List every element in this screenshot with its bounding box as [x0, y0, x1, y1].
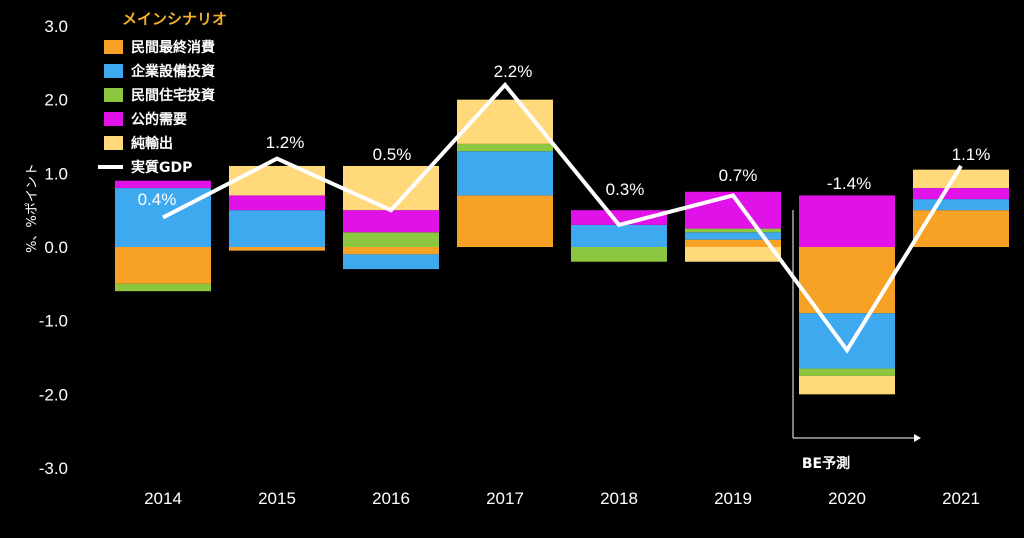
- bar-segment: [799, 195, 895, 247]
- bar-segment: [457, 151, 553, 196]
- x-tick-label: 2014: [144, 489, 182, 508]
- gdp-data-label: 0.3%: [606, 180, 645, 199]
- gdp-data-label: 1.2%: [266, 133, 305, 152]
- x-tick-label: 2016: [372, 489, 410, 508]
- bar-segment: [343, 210, 439, 233]
- gdp-line: [162, 81, 963, 354]
- x-tick-label: 2019: [714, 489, 752, 508]
- y-tick-label: 0.0: [44, 238, 68, 257]
- bar-segment: [799, 313, 895, 369]
- legend-swatch: [104, 88, 123, 102]
- bar-stack-2020: [799, 195, 895, 395]
- legend-swatch: [104, 40, 123, 54]
- bar-segment: [229, 210, 325, 247]
- bar-segment: [799, 247, 895, 314]
- y-tick-label: 2.0: [44, 91, 68, 110]
- x-tick-label: 2018: [600, 489, 638, 508]
- bar-segment: [913, 210, 1009, 247]
- bar-segment: [571, 247, 667, 262]
- bar-segment: [799, 375, 895, 395]
- bar-segment: [685, 232, 781, 240]
- bar-segment: [685, 239, 781, 247]
- gdp-data-label: 2.2%: [494, 62, 533, 81]
- bar-segment: [343, 254, 439, 270]
- bar-segment: [115, 180, 211, 189]
- bar-segment: [571, 224, 667, 247]
- y-tick-label: -1.0: [39, 312, 68, 331]
- forecast-marker: BE予測: [792, 210, 921, 472]
- gdp-data-label: 0.7%: [719, 166, 758, 185]
- bar-segment: [115, 247, 211, 284]
- stacked-bars: [115, 99, 1009, 395]
- bar-segment: [343, 247, 439, 255]
- bar-segment: [685, 247, 781, 262]
- y-axis-label: %、%ポイント: [25, 163, 40, 253]
- bar-segment: [571, 210, 667, 225]
- x-tick-label: 2021: [942, 489, 980, 508]
- x-tick-label: 2017: [486, 489, 524, 508]
- bar-segment: [457, 143, 553, 152]
- gdp-data-label: -1.4%: [827, 174, 871, 193]
- y-tick-label: -2.0: [39, 385, 68, 404]
- bar-stack-2016: [343, 165, 439, 270]
- legend-swatch: [104, 64, 123, 78]
- forecast-label: BE予測: [802, 455, 850, 472]
- bar-stack-2015: [229, 165, 325, 251]
- x-tick-label: 2020: [828, 489, 866, 508]
- legend-entry-label: 実質GDP: [131, 159, 192, 176]
- bar-segment: [115, 283, 211, 292]
- legend-entry-label: 純輸出: [131, 135, 173, 152]
- forecast-arrow-icon: [914, 434, 921, 442]
- gdp-data-label: 0.5%: [373, 145, 412, 164]
- legend-entry-label: 公的需要: [131, 111, 187, 128]
- legend-swatch: [104, 112, 123, 126]
- legend-entry-label: 民間最終消費: [131, 39, 215, 56]
- bar-segment: [799, 368, 895, 376]
- gdp-line-layer: 0.4% 1.2% 0.5% 2.2% 0.3% 0.7% -1.4% 1.1%: [138, 62, 991, 354]
- legend-title: メインシナリオ: [122, 10, 227, 28]
- bar-stack-2021: [913, 169, 1009, 247]
- bar-stack-2018: [571, 210, 667, 262]
- y-tick-label: -3.0: [39, 459, 68, 478]
- legend-entry-label: 民間住宅投資: [131, 87, 215, 104]
- y-axis: 3.0 2.0 1.0 0.0 -1.0 -2.0 -3.0: [39, 17, 68, 478]
- bar-segment: [343, 232, 439, 247]
- bar-segment: [229, 247, 325, 251]
- x-tick-label: 2015: [258, 489, 296, 508]
- bar-segment: [229, 195, 325, 211]
- gdp-data-label: 1.1%: [952, 145, 991, 164]
- gdp-data-label: 0.4%: [138, 190, 177, 209]
- bar-segment: [685, 228, 781, 233]
- y-tick-label: 3.0: [44, 17, 68, 36]
- legend-swatch: [104, 136, 123, 150]
- bar-segment: [457, 195, 553, 247]
- bar-segment: [229, 165, 325, 196]
- y-tick-label: 1.0: [44, 164, 68, 183]
- x-axis: 2014 2015 2016 2017 2018 2019 2020 2021: [144, 489, 980, 508]
- bar-segment: [913, 188, 1009, 200]
- bar-segment: [913, 199, 1009, 211]
- legend-entry-label: 企業設備投資: [130, 63, 215, 80]
- bar-segment: [913, 169, 1009, 189]
